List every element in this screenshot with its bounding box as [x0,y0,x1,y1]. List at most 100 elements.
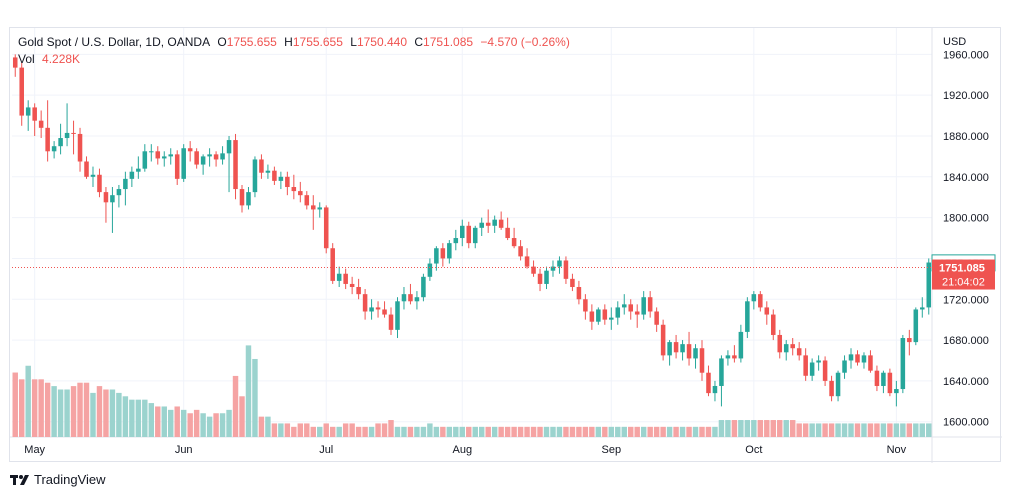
candle-body [874,370,880,386]
volume-bar [822,423,828,437]
candle-body [414,297,420,302]
volume-bar [504,426,511,437]
volume-bar [563,426,569,437]
candle-body [194,151,199,165]
volume-bar [524,426,530,437]
currency-label: USD [943,36,966,48]
candle-body [45,127,50,152]
candle-body [129,171,135,179]
candle-body [123,178,128,190]
volume-bar [122,396,129,437]
candle-body [609,317,614,320]
close-label: C [414,35,424,49]
volume-bar [472,426,478,437]
candle-body [745,301,750,332]
candle-body [181,148,186,179]
candle-body [680,344,685,353]
candle-body [673,342,679,353]
volume-bar [802,423,809,437]
candle-body [25,107,31,116]
volume-bar [83,382,90,437]
volume-bar [478,426,485,437]
open-label: O [217,35,227,49]
candle-body [64,132,70,139]
volume-bar [310,426,316,437]
candle-body [913,309,919,343]
candle-body [777,334,783,353]
volume-bar [401,426,407,437]
candle-body [291,187,297,192]
volume-bar [679,426,686,437]
candle-body [233,140,238,190]
candle-body [207,154,212,157]
candle-body [563,260,569,279]
candle-body [388,314,394,330]
candle-body [278,176,284,181]
volume-bar [466,426,472,437]
candle-body [518,246,523,257]
candle-body [628,304,633,312]
volume-bar [258,416,265,437]
candle-body [641,297,646,315]
y-tick-label: 1880.000 [943,131,989,143]
volume-bar [135,399,142,437]
candle-body [401,294,407,302]
candle-body [252,159,258,193]
candle-body [796,348,802,356]
candle-body [272,170,277,181]
candle-body [90,174,96,177]
volume-bar [297,423,304,437]
volume-bar [841,423,848,437]
candle-body [71,132,76,134]
candle-body [848,354,854,361]
candle-body [699,348,705,373]
high-label: H [284,35,293,49]
volume-bar [155,406,161,437]
volume-bar [867,423,874,437]
volume-bar [440,426,446,437]
volume-bar [103,389,109,437]
volume-bar [252,358,258,437]
volume-bar [239,396,245,437]
volume-bar [893,423,900,437]
candle-body [395,301,400,330]
volume-bar [174,406,180,437]
candle-body [168,154,173,157]
y-tick-label: 1800.000 [943,213,989,225]
volume-bar [913,423,919,437]
candle-body [557,260,562,267]
x-tick-label: Jun [175,444,193,456]
volume-bar [129,399,135,437]
volume-bar [206,416,213,437]
volume-legend: Vol 4.228K [18,52,84,66]
brand-name: TradingView [34,472,106,487]
volume-bar [362,426,368,437]
candle-body [382,309,387,315]
volume-bar [537,426,543,437]
candle-body [537,273,543,284]
volume-bar [705,426,712,437]
volume-bar [653,426,660,437]
candle-body [816,360,821,363]
volume-bar [407,426,414,437]
candle-body [161,156,167,159]
candle-body [77,133,83,162]
candle-body [265,170,271,173]
candle-body [725,355,731,359]
candle-body [330,248,335,281]
volume-bar [446,426,453,437]
volume-bar [712,426,718,437]
candle-body [615,307,621,318]
candle-body [621,304,627,308]
volume-bar [673,426,679,437]
chart-panel[interactable]: USD 1960.000 1920.000 1880.000 1840.000 1800.… [9,27,1002,463]
candle-body [524,256,530,267]
candle-body [142,151,148,169]
volume-bar [414,426,420,437]
candle-body [803,355,808,376]
y-tick-label: 1680.000 [943,335,989,347]
candle-body [505,227,510,239]
tradingview-footer[interactable]: TradingView [10,472,106,487]
volume-bar [459,426,466,437]
